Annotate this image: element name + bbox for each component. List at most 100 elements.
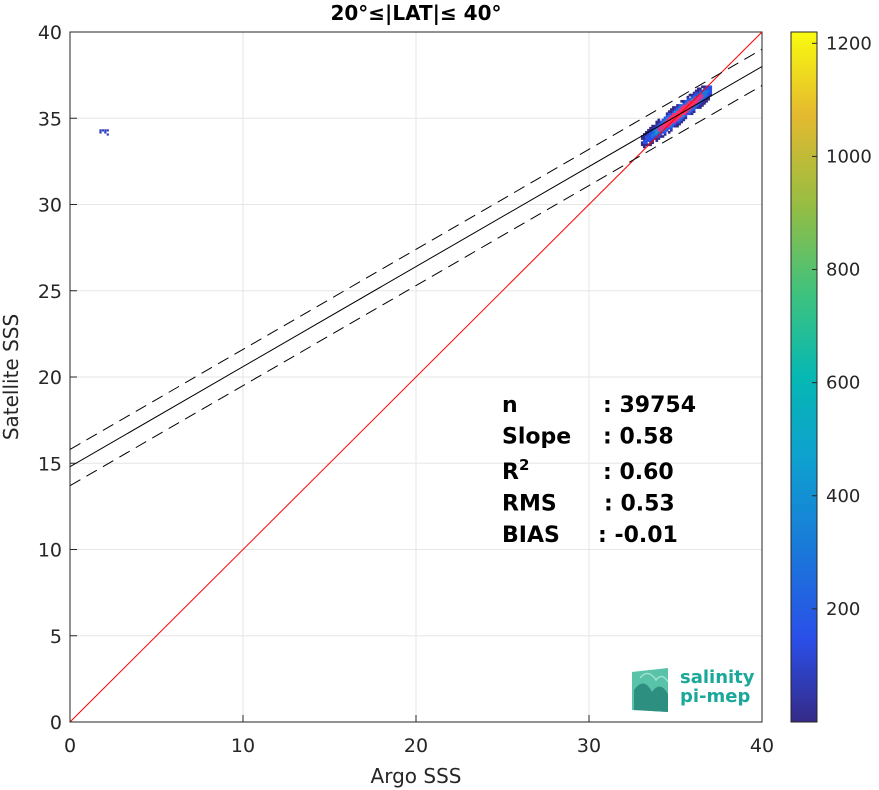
density-cell xyxy=(106,129,109,132)
density-cell xyxy=(694,104,698,107)
density-cell xyxy=(692,106,696,109)
density-cell xyxy=(682,104,686,107)
density-cell xyxy=(659,128,663,132)
density-cell xyxy=(674,122,677,126)
stat-label: BIAS xyxy=(502,523,560,548)
density-cell xyxy=(663,128,667,132)
density-cell xyxy=(682,102,686,105)
density-cell xyxy=(651,135,654,138)
density-cell xyxy=(705,89,708,93)
density-cell xyxy=(653,128,657,132)
density-cell xyxy=(684,110,688,113)
density-cell xyxy=(680,99,684,103)
density-cell xyxy=(684,102,688,105)
density-cell xyxy=(649,143,652,147)
density-cell xyxy=(659,133,663,136)
colorbar-tick-label: 200 xyxy=(826,599,860,620)
density-cell xyxy=(667,131,671,134)
density-cell xyxy=(647,137,650,140)
density-cell xyxy=(688,104,692,107)
density-cell xyxy=(672,122,675,126)
density-cell xyxy=(699,93,702,97)
density-cell xyxy=(686,110,690,113)
stats-box: n: 39754 Slope: 0.58 R2: 0.60 RMS: 0.53 BIAS… xyxy=(502,393,696,548)
density-cell xyxy=(667,126,671,130)
density-cell xyxy=(642,143,646,147)
density-cell xyxy=(686,106,690,109)
density-cell xyxy=(682,116,686,120)
colorbar-tick-label: 400 xyxy=(826,486,860,507)
density-cell xyxy=(651,131,654,134)
density-cell xyxy=(649,126,652,130)
density-cell xyxy=(703,95,706,99)
density-cell xyxy=(647,135,650,138)
density-cell xyxy=(701,85,704,89)
density-cell xyxy=(645,139,648,142)
density-cell xyxy=(669,124,673,128)
density-cell xyxy=(703,102,706,105)
density-cell xyxy=(655,122,659,126)
density-cell xyxy=(657,128,661,132)
density-cell xyxy=(640,141,644,145)
density-cell xyxy=(690,104,694,107)
density-cell xyxy=(707,87,711,91)
density-cell xyxy=(705,99,708,103)
density-cell xyxy=(674,118,677,122)
density-cell xyxy=(655,133,659,136)
density-cell xyxy=(682,106,686,109)
density-cell xyxy=(653,133,657,136)
density-cell xyxy=(699,97,702,101)
density-cell xyxy=(661,118,665,122)
stat-value: : -0.01 xyxy=(598,523,678,548)
density-cell xyxy=(682,114,686,118)
density-cell xyxy=(703,89,706,93)
density-cell xyxy=(682,99,686,103)
density-cell xyxy=(701,104,704,107)
density-cell xyxy=(665,114,669,118)
colorbar-tick-label: 800 xyxy=(826,260,860,281)
density-cell xyxy=(657,135,661,138)
stat-label: RMS xyxy=(502,492,557,517)
density-cell xyxy=(667,120,671,124)
density-cell xyxy=(696,97,700,101)
density-cell xyxy=(657,120,661,124)
density-cell xyxy=(703,91,706,95)
density-cell xyxy=(642,141,646,145)
density-cell xyxy=(696,99,700,103)
density-cell xyxy=(707,93,711,97)
density-cell xyxy=(684,104,688,107)
density-cell xyxy=(674,112,677,116)
density-cell xyxy=(659,122,663,126)
density-cell xyxy=(705,95,708,99)
density-cell xyxy=(701,93,704,97)
density-cell xyxy=(680,114,684,118)
density-cell xyxy=(647,128,650,132)
density-cell xyxy=(692,110,696,113)
density-cell xyxy=(696,106,700,109)
density-cell xyxy=(101,129,105,132)
density-cell xyxy=(692,95,696,99)
density-cell xyxy=(688,108,692,111)
x-tick-label: 10 xyxy=(231,735,255,757)
density-cell xyxy=(692,91,696,95)
density-cell xyxy=(709,93,713,97)
density-cell xyxy=(692,93,696,97)
density-cell xyxy=(99,131,102,134)
density-cell xyxy=(676,122,679,126)
density-cell xyxy=(686,112,690,116)
density-cell xyxy=(665,126,669,130)
density-cell xyxy=(676,112,679,116)
density-cell xyxy=(661,126,665,130)
density-cell xyxy=(684,116,688,120)
density-cell xyxy=(659,126,663,130)
density-cell xyxy=(709,89,713,93)
density-cell xyxy=(647,133,650,136)
density-cell xyxy=(703,85,706,89)
stat-value: : 0.60 xyxy=(603,460,674,485)
density-cell xyxy=(705,93,708,97)
y-tick-label: 30 xyxy=(38,195,62,217)
density-cell xyxy=(696,87,700,91)
density-cell xyxy=(701,97,704,101)
density-cell xyxy=(684,99,688,103)
density-cell xyxy=(649,137,652,140)
